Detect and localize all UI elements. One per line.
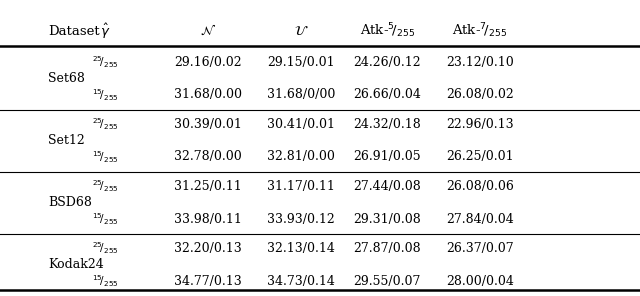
Text: $^{15}\!/_{255}$: $^{15}\!/_{255}$ — [92, 274, 119, 289]
Text: 29.55/0.07: 29.55/0.07 — [353, 275, 421, 288]
Text: 26.66/0.04: 26.66/0.04 — [353, 88, 421, 101]
Text: 32.20/0.13: 32.20/0.13 — [174, 242, 242, 255]
Text: $^{25}\!/_{255}$: $^{25}\!/_{255}$ — [92, 54, 119, 70]
Text: 27.44/0.08: 27.44/0.08 — [353, 180, 421, 193]
Text: Kodak24: Kodak24 — [48, 258, 104, 271]
Text: 34.73/0.14: 34.73/0.14 — [267, 275, 335, 288]
Text: 33.93/0.12: 33.93/0.12 — [267, 213, 335, 226]
Text: $^{15}\!/_{255}$: $^{15}\!/_{255}$ — [92, 149, 119, 165]
Text: 32.78/0.00: 32.78/0.00 — [174, 150, 242, 163]
Text: 31.68/0.00: 31.68/0.00 — [174, 88, 242, 101]
Text: 26.08/0.02: 26.08/0.02 — [446, 88, 514, 101]
Text: $^{15}\!/_{255}$: $^{15}\!/_{255}$ — [92, 211, 119, 227]
Text: $\mathcal{U}$: $\mathcal{U}$ — [294, 25, 308, 38]
Text: 31.68/0/00: 31.68/0/00 — [267, 88, 335, 101]
Text: 26.91/0.05: 26.91/0.05 — [353, 150, 421, 163]
Text: 26.37/0.07: 26.37/0.07 — [446, 242, 514, 255]
Text: 29.31/0.08: 29.31/0.08 — [353, 213, 421, 226]
Text: 34.77/0.13: 34.77/0.13 — [174, 275, 242, 288]
Text: Set12: Set12 — [48, 134, 84, 147]
Text: 28.00/0.04: 28.00/0.04 — [446, 275, 514, 288]
Text: 22.96/0.13: 22.96/0.13 — [446, 118, 514, 131]
Text: 24.32/0.18: 24.32/0.18 — [353, 118, 421, 131]
Text: 26.08/0.06: 26.08/0.06 — [446, 180, 514, 193]
Text: 27.87/0.08: 27.87/0.08 — [353, 242, 421, 255]
Text: $\mathcal{N}$: $\mathcal{N}$ — [200, 24, 216, 38]
Text: 29.16/0.02: 29.16/0.02 — [174, 56, 242, 69]
Text: 23.12/0.10: 23.12/0.10 — [446, 56, 514, 69]
Text: 30.41/0.01: 30.41/0.01 — [267, 118, 335, 131]
Text: Atk-$^5\!/_{255}$: Atk-$^5\!/_{255}$ — [360, 22, 415, 41]
Text: 32.81/0.00: 32.81/0.00 — [267, 150, 335, 163]
Text: 31.17/0.11: 31.17/0.11 — [267, 180, 335, 193]
Text: Atk-$^7\!/_{255}$: Atk-$^7\!/_{255}$ — [452, 22, 508, 41]
Text: 29.15/0.01: 29.15/0.01 — [267, 56, 335, 69]
Text: 33.98/0.11: 33.98/0.11 — [174, 213, 242, 226]
Text: 30.39/0.01: 30.39/0.01 — [174, 118, 242, 131]
Text: Set68: Set68 — [48, 72, 85, 85]
Text: BSD68: BSD68 — [48, 196, 92, 209]
Text: $^{15}\!/_{255}$: $^{15}\!/_{255}$ — [92, 87, 119, 102]
Text: 31.25/0.11: 31.25/0.11 — [174, 180, 242, 193]
Text: 32.13/0.14: 32.13/0.14 — [267, 242, 335, 255]
Text: Dataset: Dataset — [48, 25, 100, 38]
Text: $^{25}\!/_{255}$: $^{25}\!/_{255}$ — [92, 179, 119, 194]
Text: $^{25}\!/_{255}$: $^{25}\!/_{255}$ — [92, 117, 119, 132]
Text: $^{25}\!/_{255}$: $^{25}\!/_{255}$ — [92, 241, 119, 256]
Text: 26.25/0.01: 26.25/0.01 — [446, 150, 514, 163]
Text: 24.26/0.12: 24.26/0.12 — [353, 56, 421, 69]
Text: 27.84/0.04: 27.84/0.04 — [446, 213, 514, 226]
Text: $\hat{\gamma}$: $\hat{\gamma}$ — [100, 22, 111, 41]
